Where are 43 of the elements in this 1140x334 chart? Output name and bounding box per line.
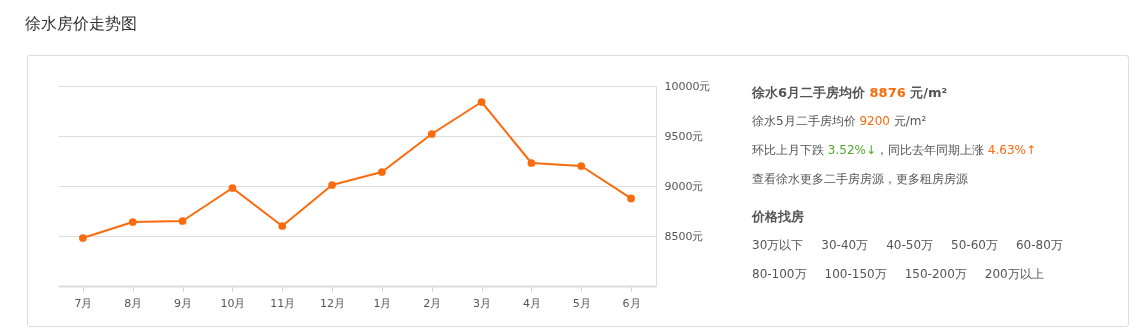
point (577, 162, 586, 170)
text: 价格找房 (752, 208, 805, 226)
x-tick-label: 1月 (373, 296, 392, 310)
x-tick-label: 10月 (220, 296, 246, 310)
x-tick-label: 3月 (473, 296, 492, 310)
text: 徐水5月二手房均价 9200 元/m² (752, 113, 928, 130)
x-tick-label: 11月 (270, 296, 296, 310)
text: 30-40万 (821, 237, 869, 254)
point (427, 130, 436, 138)
point (128, 218, 137, 226)
x-tick-label: 12月 (320, 296, 346, 310)
text: 徐水6月二手房均价 8876 元/m² (752, 84, 949, 102)
y-tick-label: 8500元 (664, 229, 704, 243)
text: 200万以上 (984, 266, 1044, 283)
text: 80-100万 (752, 266, 807, 283)
point (328, 181, 336, 189)
point (627, 194, 635, 203)
x-tick-label: 9月 (174, 296, 193, 310)
text: 50-60万 (951, 237, 998, 254)
text: 查看徐水更多二手房房源，更多租房房源 (752, 171, 969, 188)
point (477, 98, 486, 106)
x-tick-label: 5月 (572, 296, 591, 310)
text: 40-50万 (886, 237, 934, 254)
point (178, 217, 187, 225)
point (228, 184, 237, 192)
text: 60-80万 (1015, 237, 1063, 254)
y-tick-label: 9000元 (664, 179, 704, 193)
x-tick-label: 6月 (622, 296, 641, 310)
point (378, 168, 386, 176)
text: 30万以下 (752, 237, 804, 254)
x-tick-label: 4月 (522, 296, 541, 310)
x-tick-label: 2月 (423, 296, 442, 310)
point (527, 159, 536, 167)
chart-title: 徐水房价走势图 (25, 14, 137, 35)
point (278, 222, 287, 230)
text: 100-150万 (824, 266, 887, 283)
text: 150-200万 (904, 266, 967, 283)
x-tick-label: 8月 (124, 296, 143, 310)
y-tick-label: 10000元 (664, 79, 711, 93)
y-tick-label: 9500元 (664, 129, 704, 143)
point (79, 234, 87, 242)
text: 环比上月下跌 3.52%↓，同比去年同期上涨 4.63%↑ (752, 142, 1038, 159)
x-tick-label: 7月 (74, 296, 93, 310)
